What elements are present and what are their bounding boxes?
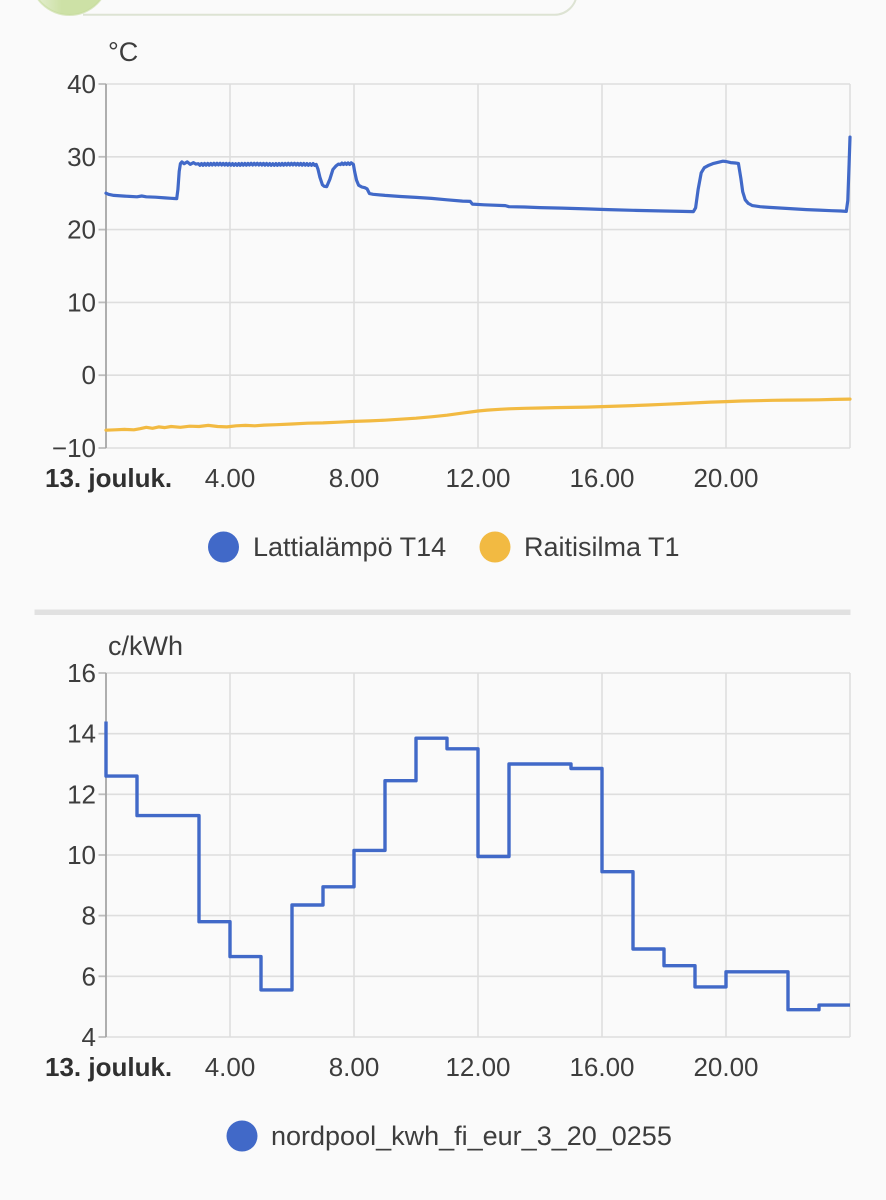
svg-text:c/kWh: c/kWh <box>108 631 183 661</box>
svg-text:20: 20 <box>67 215 96 245</box>
svg-text:6: 6 <box>82 961 96 991</box>
svg-text:8.00: 8.00 <box>329 463 380 493</box>
svg-text:10: 10 <box>67 840 96 870</box>
svg-text:16.00: 16.00 <box>569 463 634 493</box>
svg-text:10: 10 <box>67 287 96 317</box>
svg-text:20.00: 20.00 <box>693 1052 758 1082</box>
svg-text:4.00: 4.00 <box>205 1052 256 1082</box>
svg-text:30: 30 <box>67 142 96 172</box>
svg-text:Lattialämpö T14: Lattialämpö T14 <box>253 532 446 562</box>
svg-text:20.00: 20.00 <box>693 463 758 493</box>
svg-text:12: 12 <box>67 779 96 809</box>
svg-text:16.00: 16.00 <box>569 1052 634 1082</box>
svg-text:4.00: 4.00 <box>205 463 256 493</box>
svg-text:4: 4 <box>82 1022 96 1052</box>
svg-text:13. jouluk.: 13. jouluk. <box>45 463 172 493</box>
svg-text:nordpool_kwh_fi_eur_3_20_0255: nordpool_kwh_fi_eur_3_20_0255 <box>271 1121 672 1151</box>
svg-text:°C: °C <box>108 37 138 67</box>
svg-text:−10: −10 <box>52 433 96 463</box>
svg-text:16: 16 <box>67 658 96 688</box>
svg-text:8: 8 <box>82 901 96 931</box>
svg-text:0: 0 <box>82 360 96 390</box>
svg-text:13. jouluk.: 13. jouluk. <box>45 1052 172 1082</box>
svg-text:12.00: 12.00 <box>445 1052 510 1082</box>
svg-text:8.00: 8.00 <box>329 1052 380 1082</box>
svg-text:Raitisilma T1: Raitisilma T1 <box>524 532 680 562</box>
svg-text:12.00: 12.00 <box>445 463 510 493</box>
svg-text:14: 14 <box>67 719 96 749</box>
svg-text:40: 40 <box>67 69 96 99</box>
